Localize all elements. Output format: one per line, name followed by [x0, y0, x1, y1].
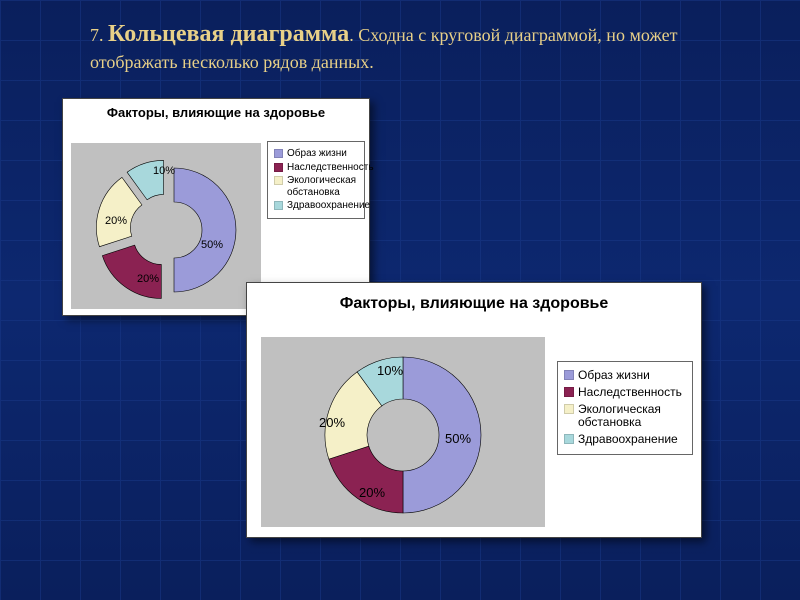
data-label: 10%	[153, 165, 175, 177]
legend-swatch	[274, 176, 283, 185]
legend-item: Наследственность	[564, 386, 686, 400]
title-number: 7.	[90, 25, 104, 45]
legend-label: Здравоохранение	[287, 200, 370, 212]
chart2-donut	[247, 283, 545, 527]
data-label: 20%	[319, 415, 345, 430]
legend-item: Здравоохранение	[564, 433, 686, 447]
chart2-legend: Образ жизни Наследственность Экологическая…	[557, 361, 693, 455]
legend-label: Наследственность	[578, 386, 682, 400]
data-label: 20%	[359, 485, 385, 500]
legend-label: Экологическая обстановка	[287, 175, 358, 198]
legend-label: Экологическая обстановка	[578, 403, 686, 431]
legend-swatch	[564, 434, 574, 444]
legend-label: Образ жизни	[578, 369, 650, 383]
legend-item: Наследственность	[274, 162, 358, 174]
donut-slice	[96, 177, 142, 246]
legend-item: Экологическая обстановка	[564, 403, 686, 431]
data-label: 10%	[377, 363, 403, 378]
chart1-legend: Образ жизни НаследственностьЭкологическая…	[267, 141, 365, 219]
legend-swatch	[274, 163, 283, 172]
chart-card-donut: Факторы, влияющие на здоровье Образ жизн…	[246, 282, 702, 538]
legend-item: Образ жизни	[274, 148, 358, 160]
legend-item: Образ жизни	[564, 369, 686, 383]
data-label: 50%	[445, 431, 471, 446]
data-label: 20%	[105, 215, 127, 227]
legend-swatch	[564, 370, 574, 380]
data-label: 50%	[201, 239, 223, 251]
legend-swatch	[274, 201, 283, 210]
legend-label: Образ жизни	[287, 148, 347, 160]
donut-slice	[102, 245, 161, 298]
legend-item: Экологическая обстановка	[274, 175, 358, 198]
legend-swatch	[274, 149, 283, 158]
chart1-donut	[63, 99, 261, 309]
donut-slice	[329, 446, 403, 513]
title-strong: Кольцевая диаграмма	[108, 21, 349, 47]
donut-slice	[174, 168, 236, 292]
legend-item: Здравоохранение	[274, 200, 358, 212]
legend-label: Здравоохранение	[578, 433, 678, 447]
slide-title: 7. Кольцевая диаграмма. Сходна с кругово…	[90, 18, 740, 75]
data-label: 20%	[137, 273, 159, 285]
legend-swatch	[564, 404, 574, 414]
legend-label: Наследственность	[287, 162, 374, 174]
legend-swatch	[564, 387, 574, 397]
